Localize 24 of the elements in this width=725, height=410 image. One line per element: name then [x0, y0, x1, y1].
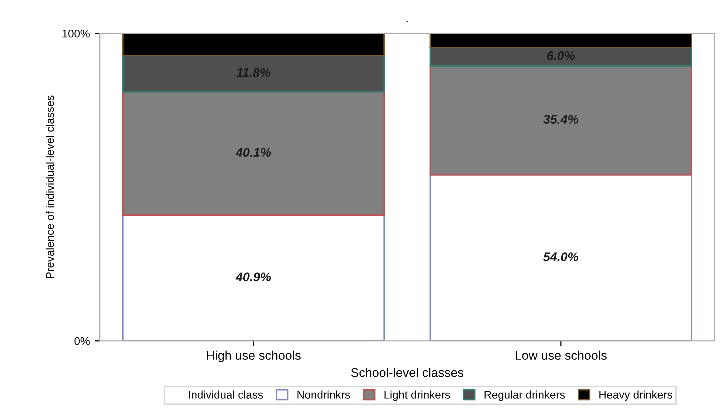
data-label: 54.0%: [544, 252, 579, 262]
legend-title: Individual class: [189, 390, 264, 399]
bar: [430, 47, 692, 67]
bar: [430, 66, 692, 176]
y-axis-title: Prevalence of individual-level classes: [46, 96, 54, 278]
bar: [430, 174, 692, 342]
data-label: 35.4%: [544, 115, 579, 124]
y-tick-label: 100%: [62, 30, 90, 38]
x-tick-label: High use schools: [207, 350, 301, 362]
bar: [122, 34, 386, 56]
x-tick-label: Low use schools: [516, 350, 607, 360]
legend-label: Nondrinkrs: [298, 390, 350, 399]
bar: [122, 55, 386, 93]
legend-label: Regular drinkers: [484, 390, 566, 402]
legend-label: Light drinkers: [384, 390, 450, 402]
y-tick-label: 0%: [74, 337, 90, 346]
legend-label: Heavy drinkers: [600, 390, 672, 402]
data-label: 40.9%: [236, 272, 272, 282]
data-label: 40.1%: [236, 148, 272, 158]
bar: [122, 214, 386, 342]
bar: [122, 91, 386, 216]
chart-title: .: [406, 21, 408, 23]
bar: [430, 34, 692, 48]
x-axis-title: School-level classes: [351, 368, 464, 378]
